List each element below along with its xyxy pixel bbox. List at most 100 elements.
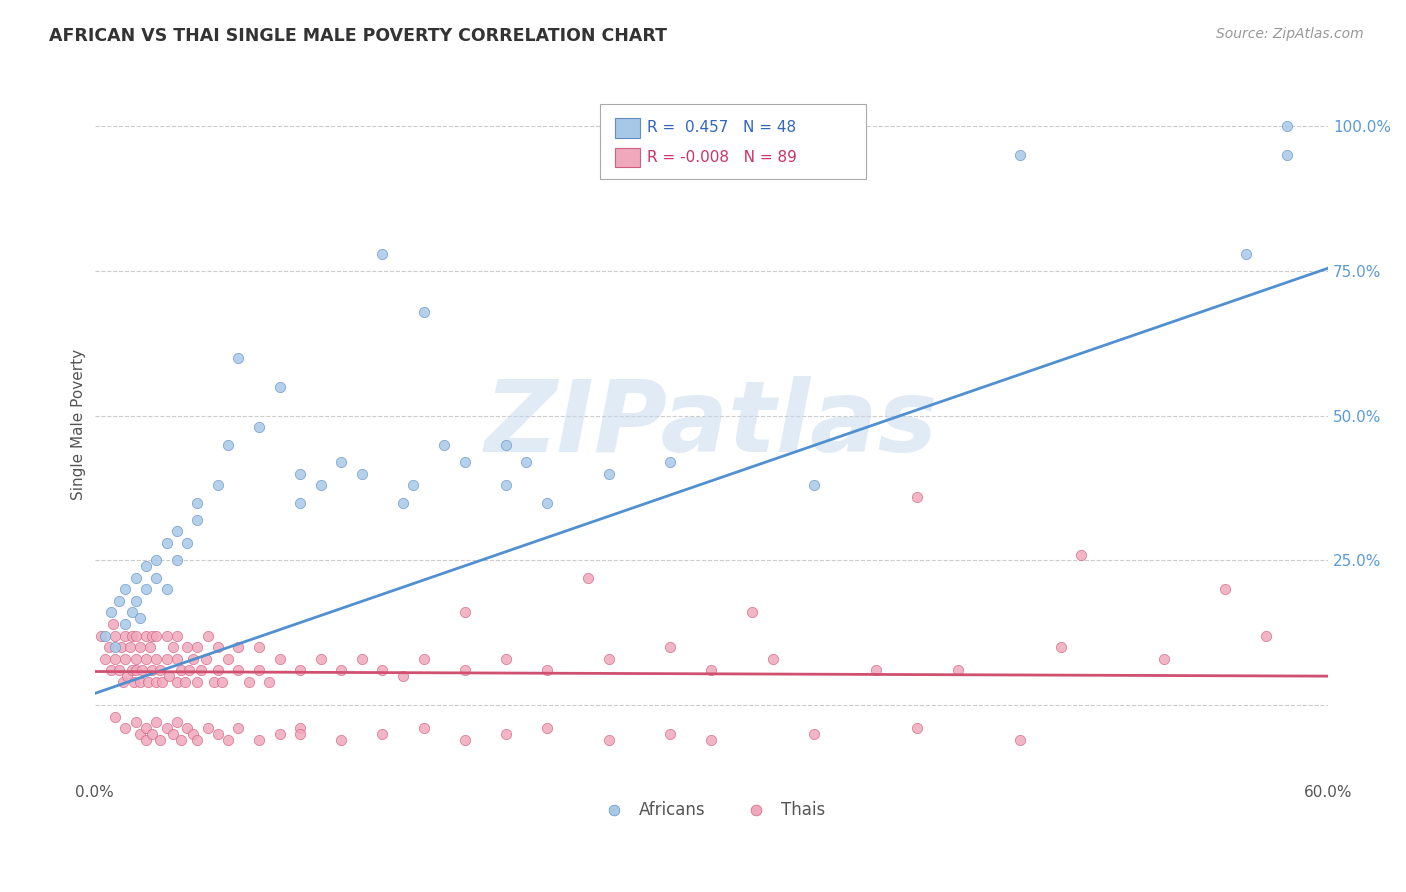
Text: R =  0.457   N = 48: R = 0.457 N = 48 [647,120,796,135]
Point [186,513,208,527]
Point [186,495,208,509]
Point [1215,582,1237,597]
Point [217,652,239,666]
Point [1008,732,1031,747]
Point [179,664,201,678]
Point [762,652,785,666]
Point [288,664,311,678]
Text: R = -0.008   N = 89: R = -0.008 N = 89 [647,150,797,165]
Point [114,617,136,632]
Point [186,674,208,689]
Point [217,732,239,747]
Point [166,629,188,643]
Point [108,664,131,678]
Point [139,640,162,655]
Point [186,640,208,655]
Point [659,640,682,655]
Point [700,664,723,678]
Point [152,674,174,689]
Point [186,732,208,747]
Point [515,455,537,469]
Point [114,721,136,735]
Point [700,732,723,747]
Point [433,438,456,452]
Point [135,559,157,574]
Point [803,727,825,741]
Point [125,664,148,678]
FancyBboxPatch shape [616,147,640,168]
Point [259,674,281,689]
Point [1234,246,1257,260]
FancyBboxPatch shape [616,118,640,137]
Point [247,420,270,434]
Point [207,664,229,678]
Point [128,727,150,741]
Point [197,721,219,735]
Point [174,674,197,689]
Point [166,553,188,567]
Point [125,594,148,608]
Point [598,732,620,747]
Point [194,652,217,666]
Point [104,652,127,666]
Point [288,467,311,481]
Point [155,652,177,666]
Point [141,664,163,678]
Point [145,553,167,567]
Point [1050,640,1073,655]
Point [155,582,177,597]
Point [145,715,167,730]
Point [170,664,193,678]
Text: AFRICAN VS THAI SINGLE MALE POVERTY CORRELATION CHART: AFRICAN VS THAI SINGLE MALE POVERTY CORR… [49,27,668,45]
Point [190,664,212,678]
Point [108,594,131,608]
Point [288,727,311,741]
Point [495,478,517,492]
Point [135,721,157,735]
Point [211,674,233,689]
Point [412,652,434,666]
Point [865,664,887,678]
Point [330,455,353,469]
Point [247,732,270,747]
Point [207,727,229,741]
Point [495,652,517,666]
Point [202,674,225,689]
Point [598,467,620,481]
Point [104,709,127,723]
Point [117,669,139,683]
Point [598,652,620,666]
Point [453,455,475,469]
Point [155,536,177,550]
Point [145,629,167,643]
Point [1153,652,1175,666]
Point [136,674,159,689]
Point [181,727,204,741]
Point [112,674,135,689]
Point [495,438,517,452]
Point [157,669,180,683]
Point [94,652,117,666]
Point [536,721,558,735]
Point [162,727,184,741]
Point [269,727,291,741]
Point [104,629,127,643]
Point [149,732,172,747]
Point [128,611,150,625]
Point [350,652,373,666]
Point [453,606,475,620]
Point [217,438,239,452]
Point [1275,148,1298,162]
Point [125,652,148,666]
Point [269,380,291,394]
Point [309,652,332,666]
Point [118,640,141,655]
Text: ZIPatlas: ZIPatlas [485,376,938,473]
Point [166,524,188,539]
Point [659,727,682,741]
Point [402,478,425,492]
Point [946,664,969,678]
Point [207,640,229,655]
Point [309,478,332,492]
Point [128,674,150,689]
